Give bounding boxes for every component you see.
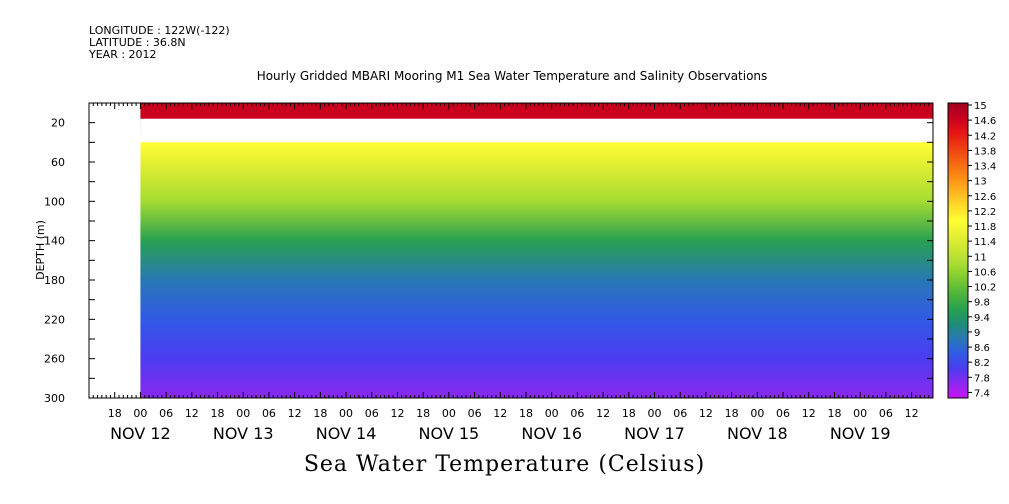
x-hour-label: 18 [622,407,636,420]
y-tick-label: 260 [44,353,65,366]
colorbar-label: 13 [974,177,987,188]
colorbar-label: 10.6 [974,267,996,278]
x-hour-label: 18 [108,407,122,420]
colorbar-label: 9.8 [974,298,990,309]
heatmap-field [140,103,934,398]
x-hour-label: 06 [776,407,790,420]
x-hour-label: 06 [262,407,276,420]
plot-axes: 20 60 100 140 180 220 260 300 18 00 06 12 18 00 06 12 18… [44,102,934,443]
missing-data-band [140,118,934,143]
colorbar-label: 13.8 [974,146,996,157]
x-hour-label: 00 [750,407,764,420]
x-hour-label: 12 [390,407,404,420]
colorbar-label: 7.8 [974,373,990,384]
x-hour-label: 00 [853,407,867,420]
x-hour-label: 06 [673,407,687,420]
x-day-label: NOV 19 [830,424,891,443]
temperature-field [140,103,934,398]
longitude-label: LONGITUDE : 122W(-122) [89,24,230,37]
variable-label: Sea Water Temperature (Celsius) [303,452,706,477]
x-hour-label: 18 [416,407,430,420]
colorbar-label: 10.2 [974,283,996,294]
y-tick-label: 300 [44,392,65,405]
x-hour-label: 00 [648,407,662,420]
x-hour-label: 00 [545,407,559,420]
y-tick-label: 100 [44,195,65,208]
colorbar-label: 14.6 [974,116,996,127]
x-hour-label: 12 [493,407,507,420]
x-hour-label: 18 [211,407,225,420]
x-day-label: NOV 17 [624,424,685,443]
x-hour-label: 12 [288,407,302,420]
x-day-label: NOV 18 [727,424,788,443]
y-tick-label: 220 [44,313,65,326]
latitude-label: LATITUDE : 36.8N [89,36,186,49]
x-hour-label: 06 [468,407,482,420]
colorbar-label: 13.4 [974,162,996,173]
x-hour-label: 06 [879,407,893,420]
x-day-label: NOV 13 [213,424,274,443]
x-day-label: NOV 15 [419,424,480,443]
colorbar-label: 11.8 [974,222,996,233]
y-tick-label: 180 [44,274,65,287]
chart-title: Hourly Gridded MBARI Mooring M1 Sea Wate… [256,69,768,83]
colorbar-label: 12.6 [974,192,996,203]
temperature-section-chart: 20 60 100 140 180 220 260 300 18 00 06 12 18 00 06 12 18… [34,101,996,443]
x-day-label: NOV 16 [521,424,582,443]
colorbar-label: 12.2 [974,207,996,218]
x-hour-label: 12 [185,407,199,420]
x-hour-label: 18 [827,407,841,420]
x-hour-label: 12 [699,407,713,420]
colorbar-label: 15 [974,101,987,112]
x-hour-label: 06 [159,407,173,420]
y-tick-label: 60 [51,156,65,169]
colorbar-label: 8.6 [974,343,990,354]
plot-frame [88,102,934,399]
colorbar-fill [947,102,969,399]
y-tick-label: 140 [44,235,65,248]
colorbar-label: 9 [974,328,980,339]
x-hour-label: 00 [236,407,250,420]
x-hour-label: 18 [519,407,533,420]
x-hour-label: 06 [570,407,584,420]
x-hour-label: 00 [442,407,456,420]
x-day-label: NOV 12 [110,424,171,443]
x-hour-label: 06 [365,407,379,420]
colorbar-label: 11.4 [974,237,996,248]
x-hour-label: 18 [313,407,327,420]
x-day-label: NOV 14 [316,424,377,443]
colorbar-label: 7.4 [974,388,990,399]
x-hour-label: 18 [725,407,739,420]
x-hour-label: 12 [596,407,610,420]
colorbar-label: 14.2 [974,131,996,142]
y-tick-label: 20 [51,117,65,130]
y-axis-label: DEPTH (m) [34,220,47,280]
x-hour-label: 12 [905,407,919,420]
year-label: YEAR : 2012 [89,48,157,61]
colorbar-label: 8.2 [974,358,990,369]
colorbar-label: 11 [974,252,987,263]
colorbar: 15 14.6 14.2 13.8 13.4 13 12.6 12.2 11.8 11.4 11 10… [947,101,996,399]
colorbar-label: 9.4 [974,313,990,324]
x-hour-label: 12 [802,407,816,420]
x-hour-label: 00 [133,407,147,420]
x-hour-label: 00 [339,407,353,420]
